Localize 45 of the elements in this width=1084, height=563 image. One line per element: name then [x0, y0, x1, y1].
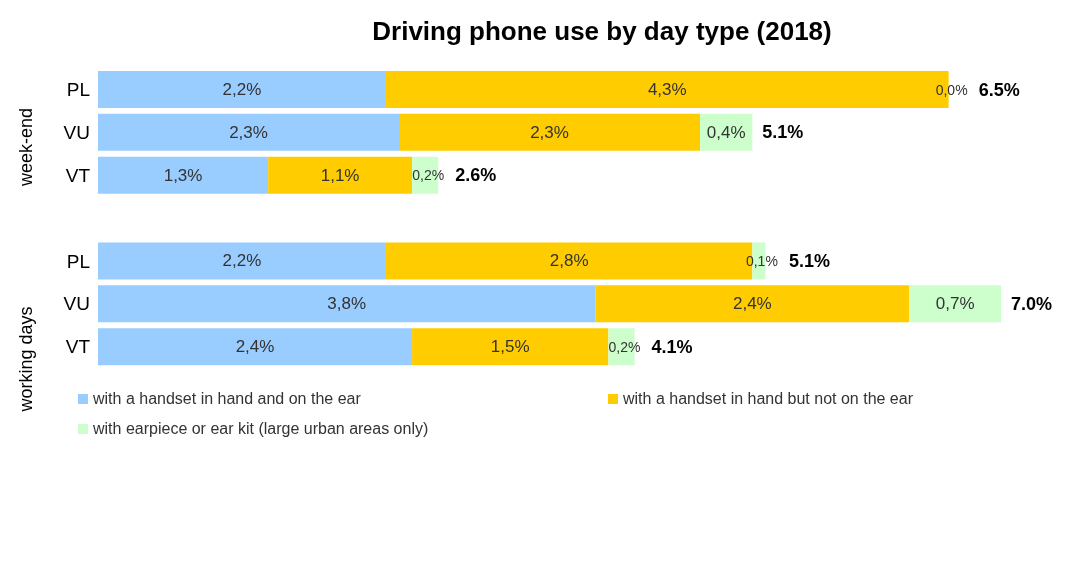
- y-tick-label: VU: [63, 122, 90, 144]
- data-label: 2,2%: [222, 251, 262, 271]
- bar: [412, 328, 609, 366]
- text: working days: [15, 306, 37, 412]
- data-label: 2,4%: [235, 337, 275, 357]
- total-label: 5.1%: [788, 250, 830, 271]
- bar: [98, 71, 386, 108]
- data-label: 4,3%: [647, 80, 687, 99]
- total-label: 7.0%: [1011, 293, 1053, 314]
- data-label: 0,2%: [412, 167, 445, 184]
- total-label: 5.1%: [762, 122, 804, 143]
- data-label: 2,3%: [530, 122, 569, 142]
- bar: [98, 242, 386, 280]
- legend-label: with a handset in hand and on the ear: [93, 390, 361, 408]
- data-label: 1,1%: [320, 165, 360, 185]
- total-label: 2.6%: [455, 165, 497, 186]
- data-label: 3,8%: [327, 294, 367, 314]
- data-label: 0,2%: [608, 338, 641, 355]
- y-tick-label: VT: [65, 164, 91, 186]
- legend-label: with a handset in hand but not on the ear: [623, 390, 913, 408]
- data-label: 2,3%: [229, 122, 268, 142]
- chart-title: Driving phone use by day type (2018): [371, 16, 833, 47]
- bar: [399, 113, 700, 151]
- data-label: 0,4%: [706, 122, 746, 142]
- data-label: 2,2%: [222, 80, 262, 99]
- y-tick-label: PL: [66, 79, 90, 101]
- data-label: 0,7%: [935, 294, 975, 314]
- bar: [595, 285, 910, 323]
- total-label: 4.1%: [651, 336, 693, 357]
- bar: [268, 156, 413, 194]
- y-tick-label: VT: [65, 336, 91, 358]
- text: week-end: [15, 108, 37, 187]
- y-tick-label: VU: [63, 293, 90, 315]
- data-label: 1,3%: [163, 165, 203, 185]
- bar: [98, 328, 413, 366]
- total-label: 6.5%: [978, 79, 1020, 100]
- bar: [98, 156, 269, 194]
- legend-label: with earpiece or ear kit (large urban areas only): [93, 420, 429, 438]
- bar: [98, 285, 596, 323]
- data-label: 2,4%: [732, 294, 772, 314]
- data-label: 1,5%: [490, 337, 530, 357]
- y-tick-label: PL: [66, 250, 90, 272]
- bar: [909, 285, 1001, 323]
- bar: [98, 113, 399, 151]
- data-label: 2,8%: [549, 251, 589, 271]
